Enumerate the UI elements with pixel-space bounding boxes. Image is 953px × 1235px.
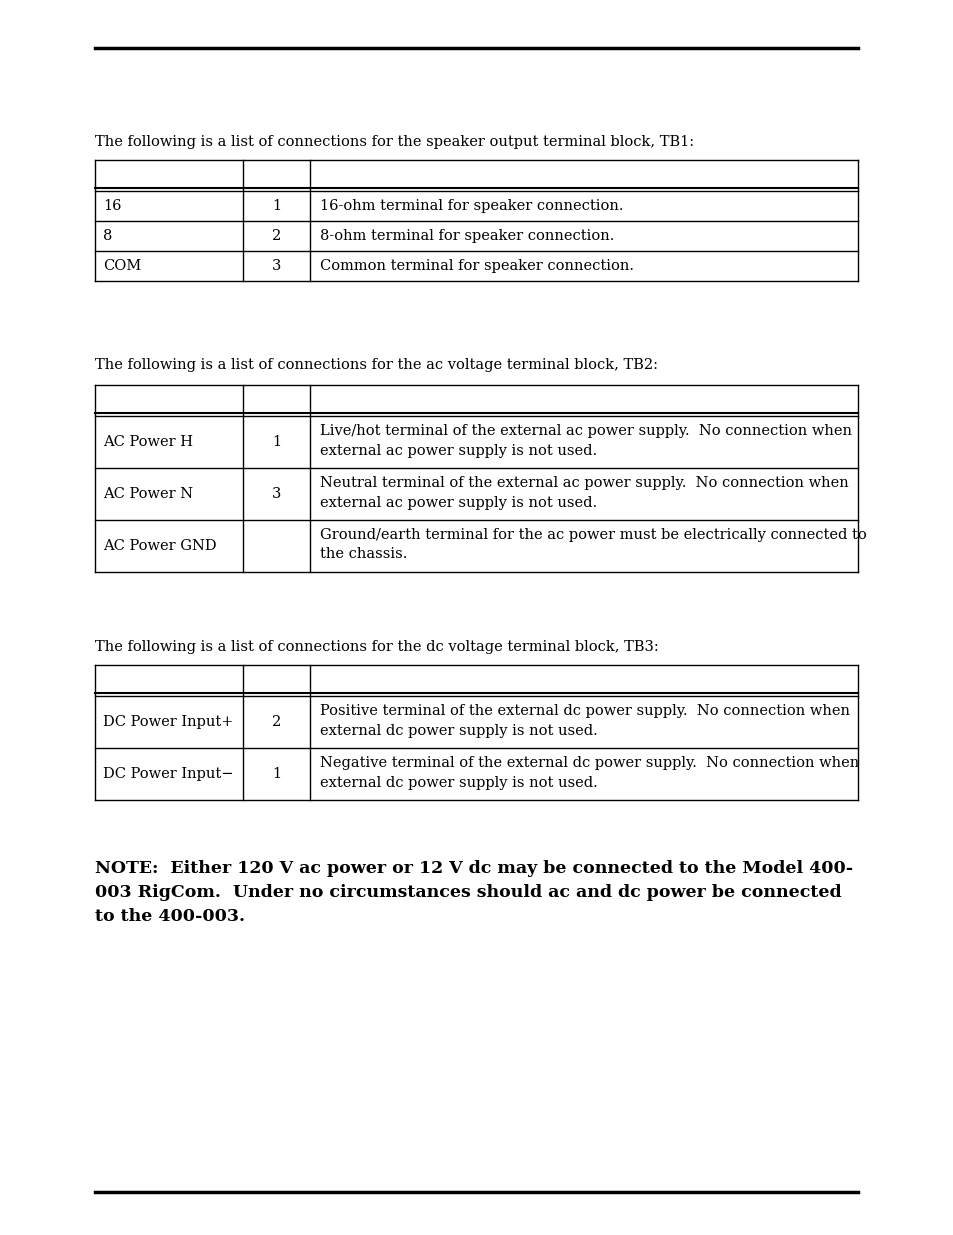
Text: 16-ohm terminal for speaker connection.: 16-ohm terminal for speaker connection. [319,199,623,212]
Text: The following is a list of connections for the ac voltage terminal block, TB2:: The following is a list of connections f… [95,358,658,372]
Text: Ground/earth terminal for the ac power must be electrically connected to
the cha: Ground/earth terminal for the ac power m… [319,529,866,562]
Text: Negative terminal of the external dc power supply.  No connection when
external : Negative terminal of the external dc pow… [319,756,859,789]
Text: AC Power N: AC Power N [103,487,193,501]
Text: 3: 3 [272,487,281,501]
Text: Positive terminal of the external dc power supply.  No connection when
external : Positive terminal of the external dc pow… [319,704,849,737]
Text: 2: 2 [272,715,281,729]
Text: 1: 1 [272,199,281,212]
Text: AC Power H: AC Power H [103,435,193,450]
Text: Live/hot terminal of the external ac power supply.  No connection when
external : Live/hot terminal of the external ac pow… [319,424,851,457]
Text: 3: 3 [272,259,281,273]
Text: Neutral terminal of the external ac power supply.  No connection when
external a: Neutral terminal of the external ac powe… [319,475,848,510]
Text: The following is a list of connections for the speaker output terminal block, TB: The following is a list of connections f… [95,135,694,149]
Text: NOTE:  Either 120 V ac power or 12 V dc may be connected to the Model 400-
003 R: NOTE: Either 120 V ac power or 12 V dc m… [95,860,852,925]
Text: AC Power GND: AC Power GND [103,538,216,553]
Text: The following is a list of connections for the dc voltage terminal block, TB3:: The following is a list of connections f… [95,640,659,655]
Text: 8: 8 [103,228,112,243]
Text: DC Power Input+: DC Power Input+ [103,715,233,729]
Text: 16: 16 [103,199,121,212]
Text: 1: 1 [272,435,281,450]
Text: 8-ohm terminal for speaker connection.: 8-ohm terminal for speaker connection. [319,228,614,243]
Text: DC Power Input−: DC Power Input− [103,767,233,781]
Text: Common terminal for speaker connection.: Common terminal for speaker connection. [319,259,634,273]
Text: 1: 1 [272,767,281,781]
Text: 2: 2 [272,228,281,243]
Text: COM: COM [103,259,141,273]
